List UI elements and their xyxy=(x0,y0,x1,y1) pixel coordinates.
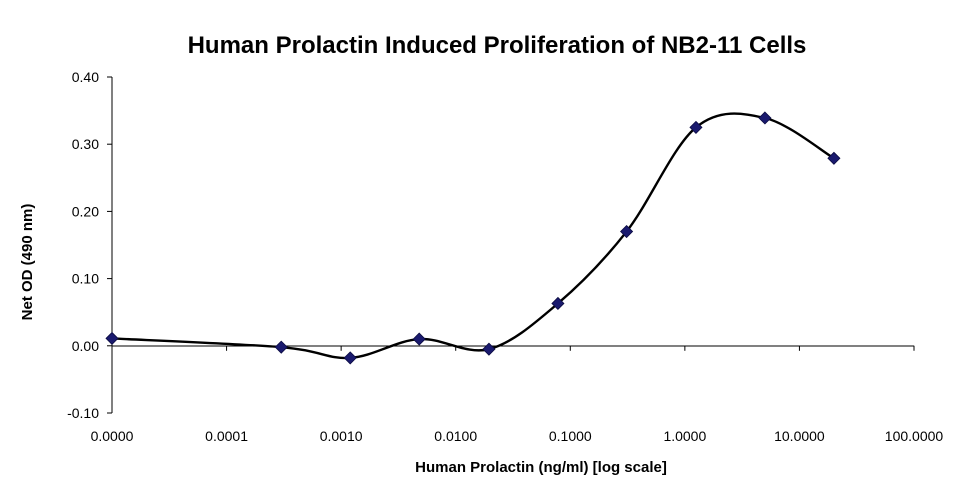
chart-title: Human Prolactin Induced Proliferation of… xyxy=(188,32,807,59)
x-tick-label: 10.0000 xyxy=(774,428,825,444)
y-ticks: -0.10 0.00 0.10 0.20 0.30 0.40 xyxy=(67,69,112,421)
data-point-marker xyxy=(274,340,288,354)
data-point-marker xyxy=(551,296,565,311)
y-tick-label: 0.20 xyxy=(72,203,99,219)
x-tick-label: 0.0010 xyxy=(320,428,363,444)
data-point-marker xyxy=(620,224,634,239)
series-line xyxy=(111,112,835,360)
x-tick-label: 0.0100 xyxy=(434,428,477,444)
x-axis: 0.0000 0.0001 0.0010 0.0100 0.1000 1.0000 10.0… xyxy=(91,345,944,444)
data-point-marker xyxy=(412,332,426,346)
x-tick-label: 100.0000 xyxy=(885,428,944,444)
data-point-marker xyxy=(105,331,119,345)
y-tick-label: 0.00 xyxy=(72,338,99,354)
x-ticks: 0.0000 0.0001 0.0010 0.0100 0.1000 1.0000 10.0… xyxy=(91,345,944,444)
data-point-marker xyxy=(482,342,496,356)
x-tick-label: 0.0000 xyxy=(91,428,134,444)
x-tick-label: 0.1000 xyxy=(549,428,592,444)
y-axis: -0.10 0.00 0.10 0.20 0.30 0.40 xyxy=(67,69,113,421)
y-tick-label: -0.10 xyxy=(67,405,99,421)
y-tick-label: 0.10 xyxy=(72,271,99,287)
x-axis-label: Human Prolactin (ng/ml) [log scale] xyxy=(415,459,667,476)
data-point-marker xyxy=(689,120,703,134)
data-point-marker xyxy=(758,111,772,125)
y-axis-label: Net OD (490 nm) xyxy=(19,204,36,321)
x-tick-label: 0.0001 xyxy=(205,428,248,444)
y-tick-label: 0.30 xyxy=(72,136,99,152)
series xyxy=(105,111,841,365)
y-tick-label: 0.40 xyxy=(72,69,99,85)
x-tick-label: 1.0000 xyxy=(663,428,706,444)
data-point-marker xyxy=(827,151,841,165)
data-point-marker xyxy=(343,351,357,365)
